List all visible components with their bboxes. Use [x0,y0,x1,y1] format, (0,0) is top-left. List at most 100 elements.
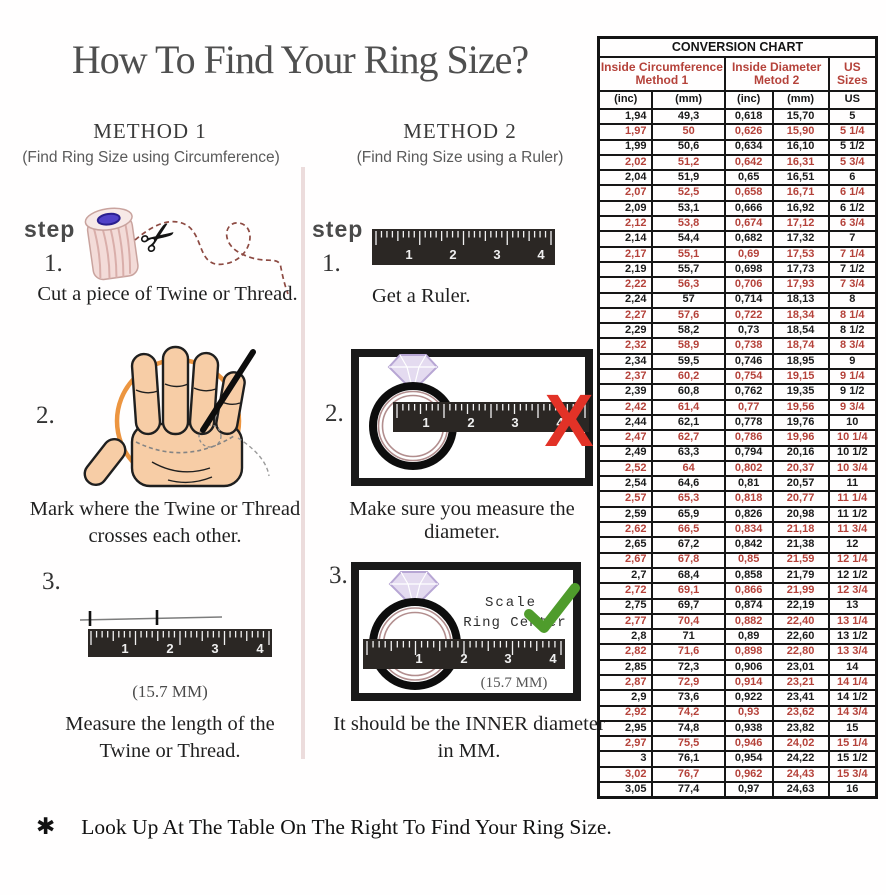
table-cell: 50 [651,123,726,141]
table-cell: 0,626 [723,123,774,141]
table-cell: 7 1/4 [827,245,878,263]
method1-step-label: step [24,216,76,242]
table-cell: 2,9 [597,689,654,707]
finger-crease-lines [135,383,241,484]
table-cell: 22,40 [771,612,830,631]
table-cell: 14 1/4 [827,673,878,692]
table-cell: 2,52 [597,459,654,478]
group-header-line: Inside Circumference [600,60,723,75]
table-cell: 24,22 [771,750,830,768]
method2-step3-number: 3. [329,562,348,589]
table-cell: 2,27 [597,306,654,325]
table-cell: 8 3/4 [827,337,878,355]
twine-spool-icon [84,207,139,281]
table-cell: 63,3 [651,444,726,462]
twine-wrap-line [135,435,235,454]
table-cell: 17,12 [771,215,830,233]
table-cell: 11 1/4 [827,490,878,508]
table-row: 1,99 50,6 0,634 16,10 5 1/2 [597,138,878,156]
table-row: 2,72 69,1 0,866 21,99 12 3/4 [597,582,878,600]
conversion-table-body: 1,94 49,3 0,618 15,70 5 1,97 50 0,626 15,90 5 1/4… [597,107,878,799]
table-cell: 20,98 [771,505,830,524]
table-row: 2,42 61,4 0,77 19,56 9 3/4 [597,398,878,416]
table-cell: 0,802 [723,459,774,478]
method1-step2-text-line1: Mark where the Twine or Thread [29,498,301,520]
table-cell: 15 [827,719,878,738]
table-cell: 12 1/2 [827,566,878,585]
table-cell: 9 1/4 [827,368,878,386]
table-cell: 60,8 [651,383,726,401]
table-cell: 2,17 [597,245,654,263]
table-cell: 21,59 [771,551,830,569]
table-row: 2,67 67,8 0,85 21,59 12 1/4 [597,551,878,569]
table-cell: 5 1/2 [827,138,878,156]
table-row: 2,07 52,5 0,658 16,71 6 1/4 [597,184,878,202]
table-cell: 2,24 [597,291,654,309]
table-cell: 15,90 [771,123,830,141]
table-row: 1,97 50 0,626 15,90 5 1/4 [597,123,878,141]
table-cell: 0,658 [723,184,774,202]
table-cell: 56,3 [651,276,726,294]
table-cell: 2,77 [597,612,654,631]
table-cell: 72,9 [651,673,726,692]
scissors-icon: ✂ [132,210,187,268]
table-cell: 60,2 [651,368,726,386]
table-cell: 21,38 [771,536,830,554]
ruler-number: 4 [549,651,557,666]
table-cell: 2,7 [597,566,654,585]
table-row: 2,62 66,5 0,834 21,18 11 3/4 [597,520,878,539]
table-cell: 21,18 [771,520,830,539]
table-row: 2,82 71,6 0,898 22,80 13 3/4 [597,643,878,661]
table-cell: 10 1/4 [827,429,878,447]
table-cell: 22,19 [771,597,830,615]
table-cell: 7 1/2 [827,260,878,279]
table-cell: 2,47 [597,429,654,447]
table-cell: 11 1/2 [827,505,878,524]
table-cell: 0,642 [723,153,774,172]
table-cell: 8 1/4 [827,306,878,325]
table-row: 2,37 60,2 0,754 19,15 9 1/4 [597,368,878,386]
table-row: 2,52 64 0,802 20,37 10 3/4 [597,459,878,478]
table-row: 2,97 75,5 0,946 24,02 15 1/4 [597,735,878,753]
table-cell: 9 [827,352,878,371]
pen-icon [200,349,256,433]
table-cell: 18,54 [771,322,830,340]
table-cell: 0,97 [723,781,774,799]
table-cell: 2,97 [597,735,654,753]
table-cell: 17,93 [771,276,830,294]
table-cell: 9 3/4 [827,398,878,416]
table-cell: 24,02 [771,735,830,753]
table-cell: 2,75 [597,597,654,615]
table-cell: 15 1/4 [827,735,878,753]
table-cell: 2,04 [597,169,654,187]
method2-step2-text: Make sure you measure the diameter. [349,498,575,543]
table-cell: 16,51 [771,169,830,187]
table-cell: 74,2 [651,704,726,722]
table-row: 2,8 71 0,89 22,60 13 1/2 [597,628,878,646]
ruler-number: 1 [405,247,412,262]
table-cell: 3,05 [597,781,654,799]
ruler-number: 3 [511,415,518,430]
table-cell: 7 [827,230,878,248]
table-row: 2,12 53,8 0,674 17,12 6 3/4 [597,215,878,233]
table-cell: 68,4 [651,566,726,585]
table-row: 2,39 60,8 0,762 19,35 9 1/2 [597,383,878,401]
table-cell: 2,65 [597,536,654,554]
table-cell: 14 [827,658,878,677]
table-row: 2,54 64,6 0,81 20,57 11 [597,475,878,493]
table-cell: 20,37 [771,459,830,478]
table-cell: 62,1 [651,413,726,432]
method2-subheading: (Find Ring Size using a Ruler) [356,149,564,166]
table-cell: 64,6 [651,475,726,493]
table-cell: 49,3 [651,107,726,126]
table-row: 3,05 77,4 0,97 24,63 16 [597,781,878,799]
table-cell: 1,94 [597,107,654,126]
table-row: 2,75 69,7 0,874 22,19 13 [597,597,878,615]
table-cell: 0,714 [723,291,774,309]
table-cell: 1,99 [597,138,654,156]
table-cell: 18,13 [771,291,830,309]
table-cell: 6 3/4 [827,215,878,233]
table-cell: 6 [827,169,878,187]
measure-thread-ruler-illustration: 1 2 3 4 [79,610,272,657]
table-row: 2,02 51,2 0,642 16,31 5 3/4 [597,153,878,172]
